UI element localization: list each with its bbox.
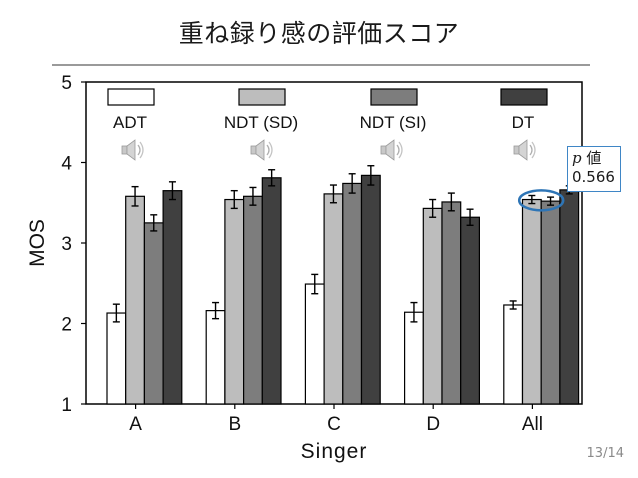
bar-adt-d: [404, 311, 424, 405]
bar-dt-b: [261, 177, 282, 405]
speaker-icon: [250, 139, 273, 161]
x-tick-label: All: [522, 414, 543, 435]
bar-ndt-si--d: [441, 201, 462, 405]
sound-wave: [139, 141, 144, 159]
x-tick-label: C: [327, 414, 341, 435]
p-value-label: 値: [586, 149, 602, 167]
bar-dt-a: [162, 190, 183, 405]
page-number: 13/14: [586, 446, 624, 461]
speaker-body: [513, 145, 520, 155]
bar-adt-a: [106, 312, 127, 405]
bar-ndt-si--b: [243, 195, 263, 405]
speaker-cone: [255, 139, 265, 161]
bar-ndt-sd--a: [125, 195, 145, 405]
y-tick-label: 1: [61, 395, 72, 416]
speaker-cone: [385, 139, 395, 161]
legend-swatch: [238, 88, 286, 106]
x-tick-label: B: [228, 414, 241, 435]
bar-ndt-sd--b: [224, 198, 245, 405]
sound-wave: [529, 144, 533, 156]
y-axis-label: MOS: [26, 219, 49, 267]
highlight-ellipse: [517, 189, 565, 212]
p-symbol: p: [572, 149, 582, 167]
bar-ndt-sd--all: [521, 198, 542, 405]
speaker-body: [121, 145, 128, 155]
y-tick-label: 2: [61, 315, 72, 336]
sound-wave: [268, 141, 273, 159]
bar-dt-c: [360, 174, 381, 405]
legend-swatch: [500, 88, 548, 106]
bar-ndt-si--c: [342, 182, 363, 405]
sound-wave: [531, 141, 536, 159]
sound-wave: [398, 141, 403, 159]
x-tick-label: D: [426, 414, 440, 435]
bar-ndt-sd--d: [422, 207, 443, 405]
bar-ndt-si--a: [143, 222, 164, 405]
speaker-icon: [513, 139, 536, 161]
legend-label: NDT (SI): [360, 113, 427, 132]
legend-label: ADT: [113, 113, 147, 132]
legend-label: NDT (SD): [224, 113, 298, 132]
speaker-icon: [121, 139, 144, 161]
title-divider: [52, 64, 590, 66]
y-tick-label: 3: [61, 234, 72, 255]
bar-dt-all: [559, 189, 580, 405]
legend-swatch: [107, 88, 155, 106]
bar-adt-b: [205, 310, 226, 405]
sound-wave: [137, 144, 141, 156]
slide-title: 重ね録り感の評価スコア: [178, 19, 460, 48]
bar-ndt-si--all: [540, 200, 561, 405]
sound-wave: [266, 144, 270, 156]
speaker-cone: [518, 139, 528, 161]
speaker-cone: [126, 139, 136, 161]
speaker-icon: [380, 139, 403, 161]
x-tick-label: A: [129, 414, 142, 435]
x-axis-label: Singer: [301, 440, 368, 463]
y-tick-label: 4: [61, 154, 72, 175]
bar-adt-all: [503, 304, 524, 405]
sound-wave: [396, 144, 400, 156]
bar-dt-d: [460, 216, 481, 405]
legend-swatch: [370, 88, 418, 106]
p-value-box: p 値 0.566: [567, 146, 621, 192]
legend-label: DT: [512, 113, 535, 132]
y-tick-label: 5: [61, 73, 72, 94]
bar-adt-c: [304, 283, 325, 405]
p-value: 0.566: [572, 168, 615, 186]
bar-ndt-sd--c: [323, 193, 344, 405]
speaker-body: [380, 145, 387, 155]
speaker-body: [250, 145, 257, 155]
